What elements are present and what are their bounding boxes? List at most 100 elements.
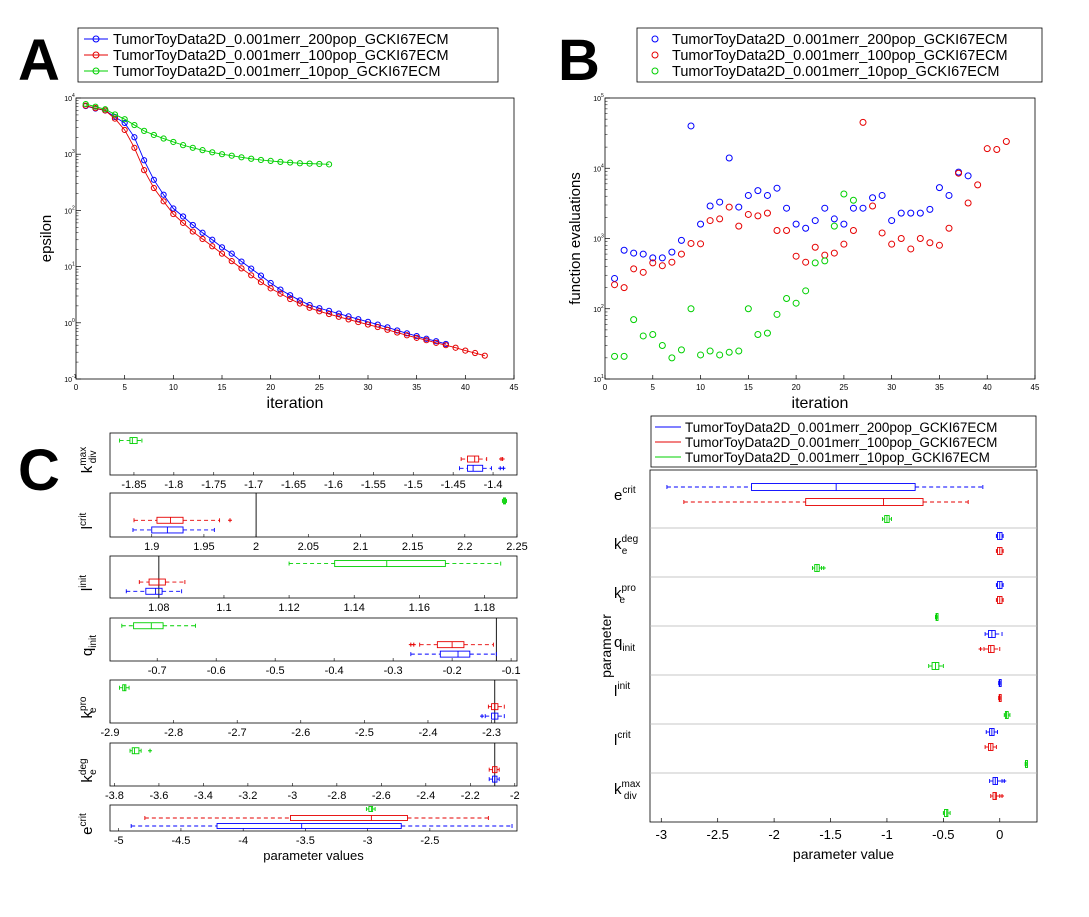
- data-point-a-0: [413, 332, 420, 340]
- data-point-b-1: [849, 226, 857, 234]
- data-point-a-0: [199, 229, 206, 236]
- data-point-a-1: [170, 210, 177, 218]
- data-point-b-0: [964, 172, 972, 180]
- group-label-sub: div: [624, 791, 637, 802]
- x-tick-label: 30: [887, 383, 896, 392]
- box-s10-outlier: [821, 566, 826, 570]
- x-tick-label: 10: [169, 383, 178, 392]
- box-s100-box: [805, 498, 924, 506]
- data-point-b-2: [773, 310, 781, 318]
- data-point-b-1: [974, 181, 982, 189]
- data-point-b-2: [830, 222, 838, 230]
- y-tick-exponent: 4: [601, 163, 604, 169]
- x-tick-label: 1.1: [216, 602, 231, 614]
- group-label-param: qinit: [614, 634, 635, 654]
- group-label-param: kmax div: [614, 779, 640, 802]
- x-tick-label: 40: [461, 383, 470, 392]
- x-tick-label: -0.6: [207, 665, 226, 677]
- data-point-a-1: [316, 308, 323, 315]
- legend-entry: TumorToyData2D_0.001merr_100pop_GCKI67EC…: [672, 48, 1008, 64]
- y-tick-label: 10: [64, 321, 72, 328]
- data-point-b-2: [639, 332, 647, 340]
- data-point-b-2: [754, 330, 762, 338]
- data-point-a-1: [413, 334, 420, 341]
- x-tick-label: 1.16: [409, 602, 430, 614]
- data-point-a-2: [296, 160, 303, 167]
- y-axis-label-d: parameter: [598, 614, 614, 678]
- data-point-a-2: [121, 116, 128, 123]
- y-tick-exponent: 3: [601, 234, 604, 240]
- panel-letter-b: B: [558, 28, 600, 93]
- data-point-b-1: [649, 259, 657, 267]
- data-point-a-1: [452, 344, 459, 351]
- data-point-a-2: [277, 158, 284, 165]
- panel-c-row-frame: [109, 432, 518, 476]
- legend-marker: [651, 35, 659, 43]
- data-point-a-1: [442, 342, 449, 349]
- x-tick-label: 45: [510, 383, 519, 392]
- x-tick-label: -2.5: [355, 727, 374, 739]
- x-tick-label: -0.1: [502, 665, 521, 677]
- x-tick-label: -3: [287, 790, 297, 802]
- data-point-a-1: [267, 285, 274, 292]
- data-point-a-1: [189, 228, 196, 235]
- data-point-b-0: [888, 217, 896, 225]
- plot-area-b: [604, 97, 1036, 380]
- box-s10-box: [131, 747, 140, 755]
- data-point-a-0: [228, 250, 235, 257]
- x-tick-label: -2.5: [706, 827, 728, 842]
- x-tick-label: -2.8: [164, 727, 183, 739]
- data-point-a-1: [423, 337, 430, 344]
- data-point-b-0: [687, 122, 695, 130]
- data-point-a-2: [257, 156, 265, 164]
- data-point-b-0: [754, 187, 762, 195]
- data-point-b-0: [802, 224, 810, 232]
- data-point-a-1: [471, 349, 479, 357]
- data-point-a-1: [277, 290, 284, 297]
- data-point-a-1: [355, 318, 362, 326]
- legend-marker: [92, 35, 100, 43]
- y-tick-exponent: 2: [72, 205, 75, 211]
- row-label-param: linit: [78, 575, 96, 591]
- x-tick-label: -0.4: [325, 665, 344, 677]
- data-point-b-2: [630, 316, 638, 324]
- row-label-sup: crit: [78, 813, 89, 827]
- x-tick-label: 25: [839, 383, 848, 392]
- group-label-param: lcrit: [614, 730, 631, 749]
- data-point-a-1: [218, 250, 226, 257]
- data-point-a-1: [325, 310, 333, 318]
- data-point-a-1: [257, 278, 265, 286]
- box-s10-box: [133, 622, 164, 630]
- data-point-a-0: [335, 310, 342, 317]
- x-axis-label-b: iteration: [792, 395, 849, 412]
- x-tick-label: -1.55: [361, 479, 386, 491]
- data-point-b-1: [916, 235, 924, 242]
- y-tick-exponent: 3: [72, 149, 75, 155]
- x-tick-label: 30: [364, 383, 373, 392]
- x-tick-label: -3.2: [238, 790, 257, 802]
- box-s100-outlier: [228, 518, 233, 523]
- group-label-sup: deg: [622, 534, 639, 545]
- x-tick-label: -1.8: [164, 479, 183, 491]
- x-tick-label: -2.2: [461, 790, 480, 802]
- data-point-a-1: [403, 332, 411, 339]
- x-axis-label-a: iteration: [267, 395, 324, 412]
- box-s100-box: [148, 578, 166, 586]
- data-point-b-1: [955, 169, 963, 177]
- panel-letter-a: A: [18, 28, 60, 93]
- data-point-b-0: [763, 191, 771, 199]
- x-tick-label: -3: [656, 827, 668, 842]
- panel-letter-c: C: [18, 438, 60, 503]
- data-point-b-0: [773, 184, 781, 192]
- data-point-b-0: [716, 198, 724, 206]
- box-s200-outlier: [501, 466, 506, 471]
- data-point-a-2: [199, 147, 206, 154]
- y-tick-exponent: 0: [72, 318, 75, 324]
- y-tick-label: 10: [64, 377, 72, 384]
- data-point-a-2: [170, 138, 177, 146]
- data-point-a-1: [335, 313, 342, 320]
- row-label-sub: init: [88, 635, 99, 648]
- x-tick-label: -1.65: [281, 479, 306, 491]
- row-label-param: ecrit: [78, 813, 96, 835]
